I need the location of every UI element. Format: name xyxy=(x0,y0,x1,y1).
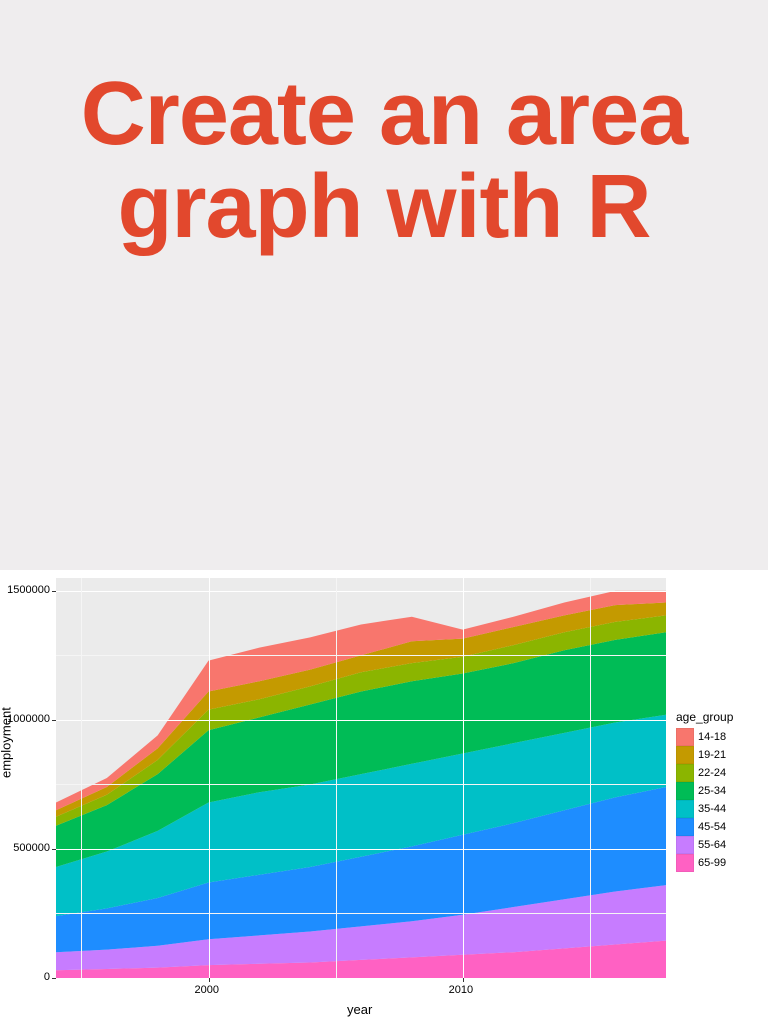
legend-item: 22-24 xyxy=(676,764,733,782)
legend-swatch xyxy=(676,764,694,782)
legend-label: 35-44 xyxy=(698,803,726,815)
x-axis-label: year xyxy=(347,1002,372,1017)
legend-label: 65-99 xyxy=(698,857,726,869)
legend-item: 55-64 xyxy=(676,836,733,854)
legend-swatch xyxy=(676,746,694,764)
legend-item: 65-99 xyxy=(676,854,733,872)
legend-item: 35-44 xyxy=(676,800,733,818)
y-axis-label: employment xyxy=(0,707,14,778)
x-tick-label: 2000 xyxy=(195,984,219,996)
legend-item: 19-21 xyxy=(676,746,733,764)
legend-item: 25-34 xyxy=(676,782,733,800)
y-tick-label: 0 xyxy=(44,971,50,983)
legend-item: 45-54 xyxy=(676,818,733,836)
x-tick-label: 2010 xyxy=(449,984,473,996)
legend-swatch xyxy=(676,818,694,836)
legend-label: 14-18 xyxy=(698,731,726,743)
legend-title: age_group xyxy=(676,710,733,724)
legend-item: 14-18 xyxy=(676,728,733,746)
legend-label: 19-21 xyxy=(698,749,726,761)
legend-label: 45-54 xyxy=(698,821,726,833)
y-tick-label: 1500000 xyxy=(7,584,50,596)
legend-swatch xyxy=(676,800,694,818)
legend-label: 25-34 xyxy=(698,785,726,797)
legend-swatch xyxy=(676,782,694,800)
page-title: Create an area graph with R xyxy=(0,68,768,253)
legend-swatch xyxy=(676,836,694,854)
legend-label: 55-64 xyxy=(698,839,726,851)
legend-label: 22-24 xyxy=(698,767,726,779)
y-tick-label: 1000000 xyxy=(7,713,50,725)
stacked-areas xyxy=(0,570,768,1024)
legend-swatch xyxy=(676,854,694,872)
legend: age_group 14-18 19-21 22-24 25-34 35-44 45-54… xyxy=(676,710,733,872)
legend-swatch xyxy=(676,728,694,746)
area-chart: 0 500000 1000000 1500000 2000 2010 employment… xyxy=(0,570,768,1024)
y-tick-label: 500000 xyxy=(13,842,50,854)
